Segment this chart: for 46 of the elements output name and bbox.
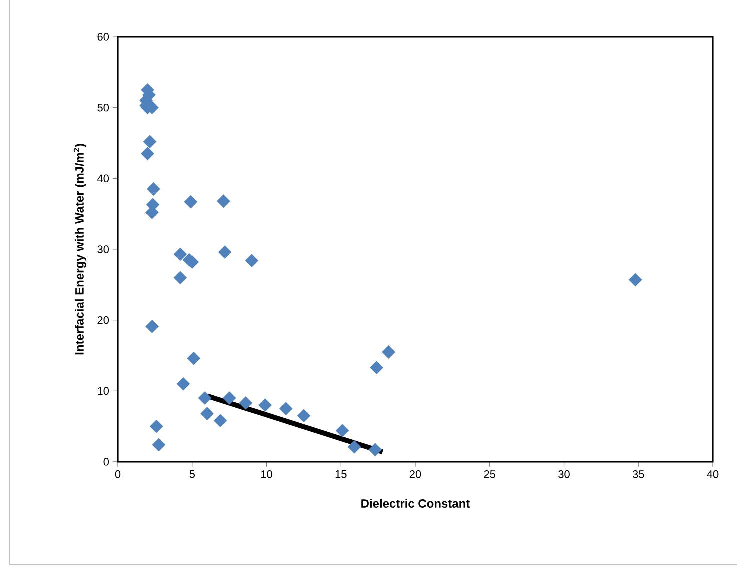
point <box>245 254 259 268</box>
y-tick-label: 20 <box>98 316 110 324</box>
point <box>174 271 188 285</box>
point <box>348 440 362 454</box>
x-axis-title: Dielectric Constant <box>362 499 470 508</box>
x-tick-label: 0 <box>115 470 121 478</box>
point <box>214 414 228 428</box>
y-tick-label: 60 <box>98 33 110 41</box>
point <box>152 438 166 452</box>
point <box>297 409 311 423</box>
point <box>222 392 236 405</box>
y-axis-title: Interfacial Energy with Water (mJ/m$^{2}$) <box>74 144 86 355</box>
x-tick-label: 20 <box>410 470 422 478</box>
point <box>143 135 157 149</box>
x-tick-label: 10 <box>261 470 272 478</box>
y-tick-label: 40 <box>97 174 110 183</box>
x-tick-label: 5 <box>190 470 195 478</box>
point <box>258 398 272 412</box>
point <box>198 392 212 405</box>
x-tick-label: 25 <box>484 470 496 478</box>
point <box>370 361 384 374</box>
x-tick-label: 35 <box>632 470 644 478</box>
point <box>184 195 198 209</box>
point <box>141 147 154 161</box>
y-tick-label: 10 <box>98 387 110 396</box>
point <box>279 402 293 416</box>
y-tick-label: 0 <box>104 458 110 466</box>
point <box>146 320 159 334</box>
point <box>218 246 232 260</box>
point <box>174 248 188 262</box>
point <box>147 182 160 196</box>
point <box>336 424 350 438</box>
point <box>368 443 382 457</box>
point <box>216 194 230 208</box>
point <box>150 420 164 434</box>
y-tick-label: 30 <box>98 246 110 254</box>
point <box>628 273 642 287</box>
point <box>382 345 396 359</box>
x-tick-label: 40 <box>707 470 719 478</box>
point <box>176 377 190 391</box>
point <box>187 352 201 366</box>
point <box>200 407 214 421</box>
point <box>239 396 253 410</box>
x-tick-label: 30 <box>558 470 570 478</box>
x-tick-label: 15 <box>336 470 347 478</box>
y-tick-label: 50 <box>98 104 110 112</box>
